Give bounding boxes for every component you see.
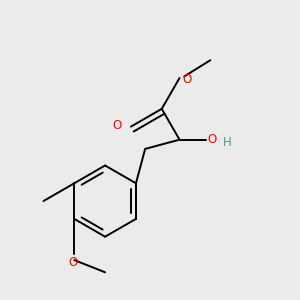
Text: O: O	[112, 118, 122, 132]
Text: O: O	[182, 73, 191, 86]
Text: O: O	[208, 133, 217, 146]
Text: O: O	[68, 256, 77, 269]
Text: H: H	[223, 136, 232, 149]
